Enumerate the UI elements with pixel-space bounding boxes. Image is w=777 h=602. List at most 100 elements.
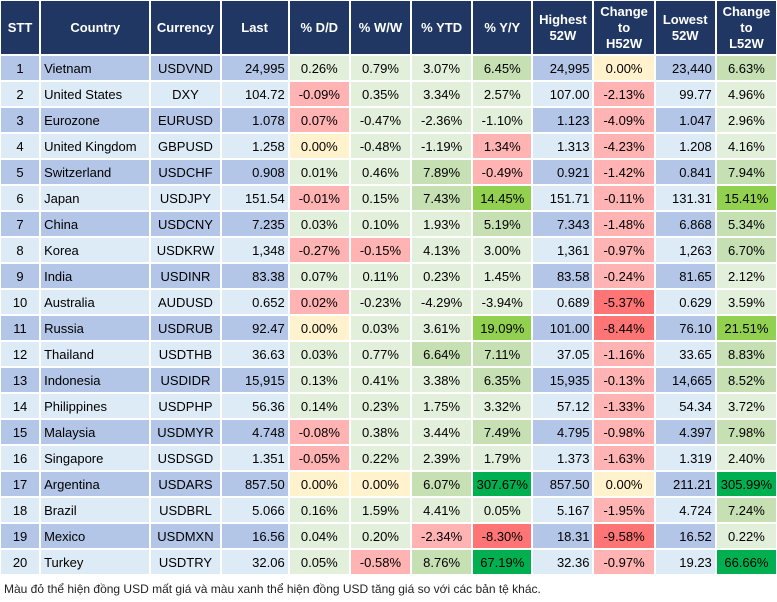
cell-stt: 20 bbox=[1, 550, 40, 574]
cell-low-52w: 4.724 bbox=[655, 498, 715, 522]
cell-ytd: 6.07% bbox=[412, 472, 472, 496]
cell-currency: USDJPY bbox=[151, 186, 220, 210]
cell-ww: 0.38% bbox=[350, 420, 411, 444]
cell-stt: 4 bbox=[1, 134, 40, 158]
cell-last: 151.54 bbox=[221, 186, 288, 210]
header-text: % D/D bbox=[300, 19, 339, 35]
cell-change-to-l52w: 6.70% bbox=[716, 238, 776, 262]
cell-currency: USDINR bbox=[151, 264, 220, 288]
table-row: 17 Argentina USDARS 857.50 0.00% 0.00% 6.07% 30… bbox=[1, 472, 776, 496]
cell-stt: 17 bbox=[1, 472, 40, 496]
cell-high-52w: 4.795 bbox=[533, 420, 593, 444]
cell-country: Korea bbox=[41, 238, 150, 262]
cell-change-to-l52w: 0.22% bbox=[716, 524, 776, 548]
cell-country: Russia bbox=[41, 316, 150, 340]
cell-high-52w: 151.71 bbox=[533, 186, 593, 210]
cell-change-to-l52w: 4.96% bbox=[716, 82, 776, 106]
cell-last: 1.078 bbox=[221, 108, 288, 132]
cell-ww: 0.23% bbox=[350, 394, 411, 418]
cell-change-to-l52w: 2.12% bbox=[716, 264, 776, 288]
header-currency: Currency bbox=[151, 1, 220, 54]
header-dd: % D/D bbox=[289, 1, 349, 54]
cell-stt: 9 bbox=[1, 264, 40, 288]
header-text: 52W bbox=[671, 27, 699, 43]
cell-change-to-h52w: -2.13% bbox=[594, 82, 654, 106]
cell-yy: 6.45% bbox=[473, 56, 532, 80]
cell-low-52w: 0.629 bbox=[655, 290, 715, 314]
cell-last: 24,995 bbox=[221, 56, 288, 80]
cell-yy: 2.57% bbox=[473, 82, 532, 106]
cell-currency: USDTRY bbox=[151, 550, 220, 574]
table-row: 19 Mexico USDMXN 16.56 0.04% 0.20% -2.34% -8.30… bbox=[1, 524, 776, 548]
cell-country: Turkey bbox=[41, 550, 150, 574]
cell-high-52w: 83.58 bbox=[533, 264, 593, 288]
cell-currency: USDKRW bbox=[151, 238, 220, 262]
cell-currency: USDRUB bbox=[151, 316, 220, 340]
header-text: H52W bbox=[606, 35, 643, 51]
cell-currency: USDMYR bbox=[151, 420, 220, 444]
cell-change-to-h52w: -9.58% bbox=[594, 524, 654, 548]
header-last: Last bbox=[221, 1, 288, 54]
cell-low-52w: 1.319 bbox=[655, 446, 715, 470]
cell-change-to-h52w: 0.00% bbox=[594, 56, 654, 80]
cell-low-52w: 19.23 bbox=[655, 550, 715, 574]
cell-low-52w: 23,440 bbox=[655, 56, 715, 80]
header-change-to-h52w: Change to H52W bbox=[594, 1, 654, 54]
cell-last: 4.748 bbox=[221, 420, 288, 444]
cell-ytd: -2.34% bbox=[412, 524, 472, 548]
cell-ww: 0.20% bbox=[350, 524, 411, 548]
cell-ww: -0.47% bbox=[350, 108, 411, 132]
cell-change-to-l52w: 8.52% bbox=[716, 368, 776, 392]
header-text: Last bbox=[241, 19, 268, 35]
table-row: 2 United States DXY 104.72 -0.09% 0.35% 3.34% 2… bbox=[1, 82, 776, 106]
cell-ww: 1.59% bbox=[350, 498, 411, 522]
cell-high-52w: 1,361 bbox=[533, 238, 593, 262]
cell-yy: 14.45% bbox=[473, 186, 532, 210]
cell-last: 15,915 bbox=[221, 368, 288, 392]
cell-country: Indonesia bbox=[41, 368, 150, 392]
cell-last: 56.36 bbox=[221, 394, 288, 418]
cell-change-to-l52w: 66.66% bbox=[716, 550, 776, 574]
cell-low-52w: 0.841 bbox=[655, 160, 715, 184]
cell-change-to-h52w: -0.11% bbox=[594, 186, 654, 210]
header-text: Change bbox=[600, 3, 648, 19]
cell-last: 92.47 bbox=[221, 316, 288, 340]
cell-dd: -0.05% bbox=[289, 446, 349, 470]
cell-low-52w: 211.21 bbox=[655, 472, 715, 496]
cell-change-to-l52w: 8.83% bbox=[716, 342, 776, 366]
cell-change-to-h52w: -0.97% bbox=[594, 550, 654, 574]
cell-dd: 0.00% bbox=[289, 316, 349, 340]
header-high-52w: Highest 52W bbox=[533, 1, 593, 54]
cell-change-to-l52w: 2.96% bbox=[716, 108, 776, 132]
cell-yy: 6.35% bbox=[473, 368, 532, 392]
cell-currency: GBPUSD bbox=[151, 134, 220, 158]
cell-ytd: 3.44% bbox=[412, 420, 472, 444]
table-row: 11 Russia USDRUB 92.47 0.00% 0.03% 3.61% 19.09%… bbox=[1, 316, 776, 340]
cell-ytd: -1.19% bbox=[412, 134, 472, 158]
cell-change-to-h52w: -1.95% bbox=[594, 498, 654, 522]
cell-last: 1.351 bbox=[221, 446, 288, 470]
cell-ww: 0.41% bbox=[350, 368, 411, 392]
cell-stt: 5 bbox=[1, 160, 40, 184]
cell-yy: 67.19% bbox=[473, 550, 532, 574]
cell-currency: USDCNY bbox=[151, 212, 220, 236]
cell-last: 1.258 bbox=[221, 134, 288, 158]
cell-change-to-l52w: 21.51% bbox=[716, 316, 776, 340]
table-row: 9 India USDINR 83.38 0.07% 0.11% 0.23% 1.45% 83.… bbox=[1, 264, 776, 288]
table-row: 5 Switzerland USDCHF 0.908 0.01% 0.46% 7.89% -0… bbox=[1, 160, 776, 184]
cell-high-52w: 7.343 bbox=[533, 212, 593, 236]
cell-dd: 0.00% bbox=[289, 472, 349, 496]
cell-country: Malaysia bbox=[41, 420, 150, 444]
cell-high-52w: 1.123 bbox=[533, 108, 593, 132]
table-row: 15 Malaysia USDMYR 4.748 -0.08% 0.38% 3.44% 7.4… bbox=[1, 420, 776, 444]
cell-high-52w: 32.36 bbox=[533, 550, 593, 574]
cell-ww: 0.77% bbox=[350, 342, 411, 366]
cell-low-52w: 1,263 bbox=[655, 238, 715, 262]
cell-change-to-l52w: 15.41% bbox=[716, 186, 776, 210]
cell-ww: 0.46% bbox=[350, 160, 411, 184]
cell-country: Switzerland bbox=[41, 160, 150, 184]
cell-change-to-h52w: -5.37% bbox=[594, 290, 654, 314]
cell-country: Japan bbox=[41, 186, 150, 210]
header-row: STT Country Currency Last % D/D % W/W % YTD % Y… bbox=[1, 1, 776, 54]
cell-dd: 0.14% bbox=[289, 394, 349, 418]
